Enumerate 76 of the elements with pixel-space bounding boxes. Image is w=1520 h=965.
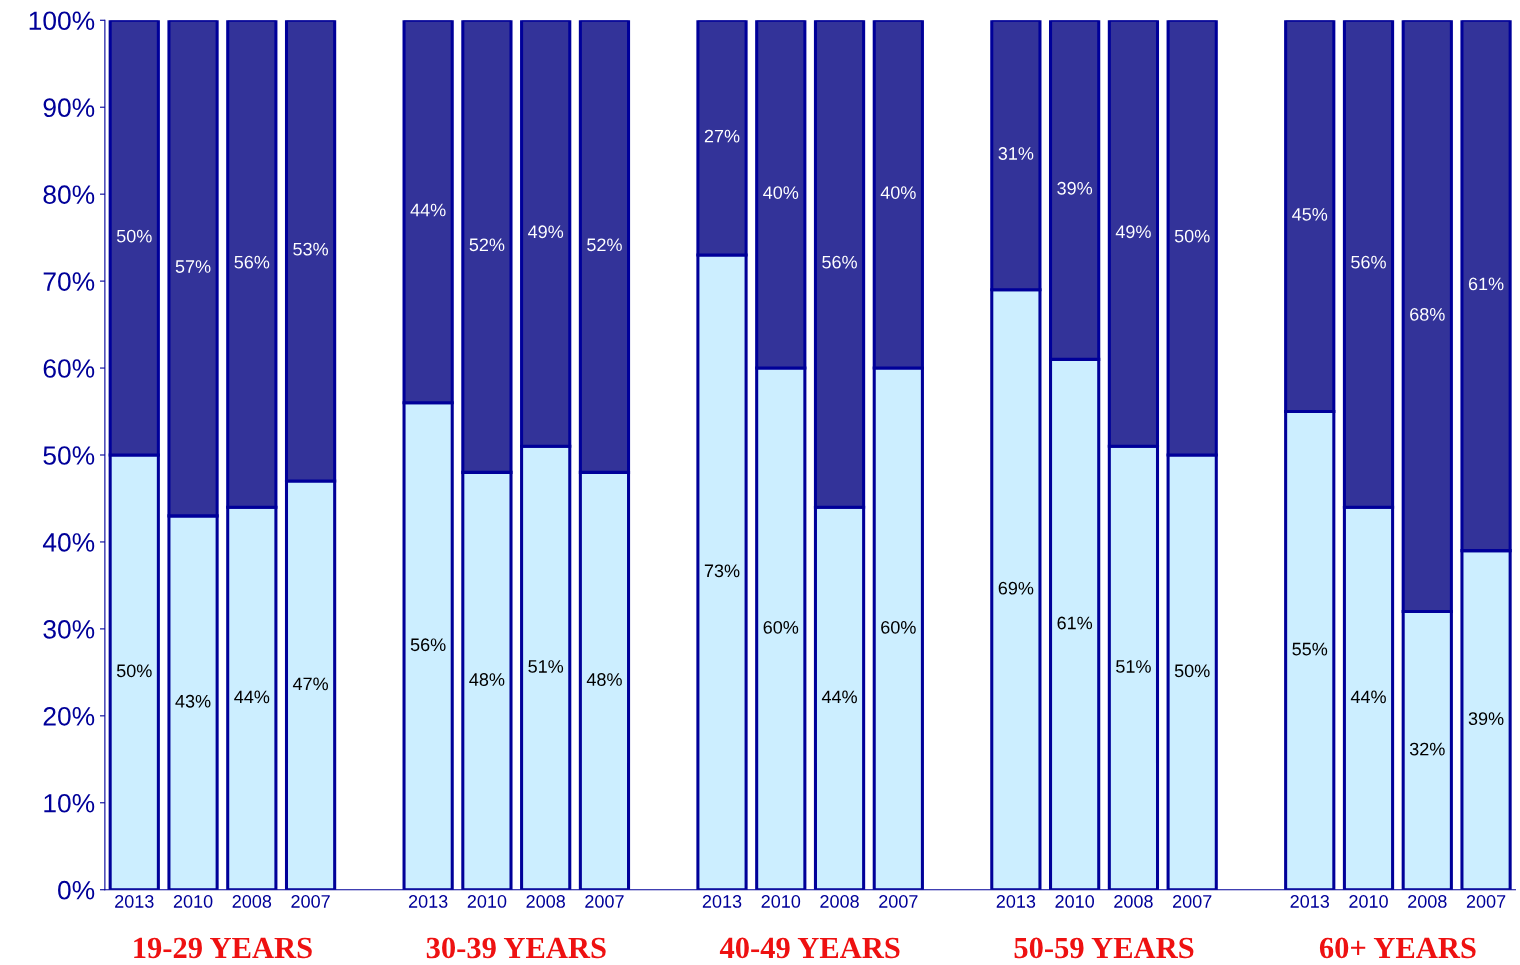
data-label: 47% (292, 677, 329, 691)
y-tick-label: 60% (43, 359, 95, 378)
text: 50-59 YEARS (1014, 937, 1194, 959)
y-tick-label: 80% (43, 185, 95, 204)
data-label: 40% (880, 186, 916, 199)
x-tick-label: 2007 (879, 895, 918, 908)
x-tick-label: 2013 (996, 895, 1036, 908)
x-tick-label: 2007 (585, 895, 624, 908)
data-label: 27% (704, 129, 740, 143)
data-label: 51% (1116, 660, 1151, 673)
y-tick-label: 90% (43, 98, 95, 118)
data-label: 56% (410, 638, 446, 652)
x-tick-label: 2010 (173, 895, 213, 908)
data-label: 48% (586, 673, 622, 686)
data-label: 73% (704, 564, 740, 578)
data-label: 50% (1174, 664, 1210, 678)
x-tick-label: 2008 (232, 895, 272, 908)
data-label: 57% (175, 260, 211, 273)
data-label: 44% (1350, 690, 1386, 704)
x-tick-label: 2013 (408, 895, 448, 908)
text: 19-29 YEARS (134, 937, 312, 959)
y-tick-label: 40% (42, 533, 95, 552)
data-label: 45% (1292, 208, 1328, 221)
data-label: 61% (1057, 616, 1093, 630)
data-label: 53% (293, 242, 329, 256)
y-tick-label: 50% (43, 446, 95, 465)
data-label: 44% (234, 690, 270, 704)
x-tick-label: 2007 (291, 895, 330, 908)
data-label: 69% (998, 581, 1034, 595)
data-label: 49% (1115, 225, 1151, 239)
x-tick-label: 2010 (761, 895, 801, 908)
data-label: 60% (881, 620, 916, 634)
data-label: 52% (469, 238, 505, 252)
y-tick-label: 0% (58, 880, 95, 900)
data-label: 31% (998, 147, 1034, 160)
data-label: 55% (1292, 642, 1328, 656)
data-label: 60% (763, 620, 799, 634)
data-label: 49% (528, 225, 564, 239)
data-label: 43% (175, 694, 211, 708)
data-label: 44% (410, 203, 446, 217)
data-label: 39% (1468, 712, 1504, 726)
data-label: 50% (116, 664, 152, 678)
data-label: 56% (1351, 255, 1386, 269)
text: 30-39 YEARS (426, 937, 606, 959)
data-label: 44% (821, 690, 857, 704)
data-label: 52% (587, 238, 622, 252)
data-label: 50% (1174, 229, 1210, 243)
data-label: 50% (116, 229, 152, 243)
x-tick-label: 2013 (115, 895, 154, 908)
x-tick-label: 2010 (1349, 895, 1388, 908)
y-tick-label: 100% (29, 11, 95, 31)
text: 40-49 YEARS (719, 937, 900, 959)
data-label: 61% (1468, 277, 1504, 291)
data-label: 32% (1409, 742, 1445, 756)
x-tick-label: 2008 (820, 895, 859, 908)
x-tick-label: 2013 (1290, 895, 1330, 908)
x-tick-label: 2010 (467, 895, 507, 908)
x-tick-label: 2010 (1055, 895, 1095, 908)
x-tick-label: 2008 (1114, 895, 1153, 908)
y-tick-label: 30% (43, 620, 95, 639)
x-tick-label: 2008 (1408, 895, 1447, 908)
text: 60+ YEARS (1319, 937, 1476, 959)
x-tick-label: 2007 (1173, 895, 1212, 908)
data-label: 56% (234, 255, 270, 269)
y-tick-label: 70% (43, 272, 95, 291)
data-label: 48% (469, 673, 505, 686)
x-tick-label: 2007 (1466, 895, 1506, 908)
y-tick-label: 10% (44, 793, 95, 813)
x-tick-label: 2013 (702, 895, 742, 908)
data-label: 40% (763, 186, 799, 199)
y-tick-label: 20% (43, 706, 95, 726)
data-label: 51% (528, 660, 564, 673)
data-label: 68% (1410, 307, 1445, 321)
x-tick-label: 2008 (526, 895, 565, 908)
data-label: 56% (822, 255, 857, 269)
data-label: 39% (1057, 181, 1093, 195)
